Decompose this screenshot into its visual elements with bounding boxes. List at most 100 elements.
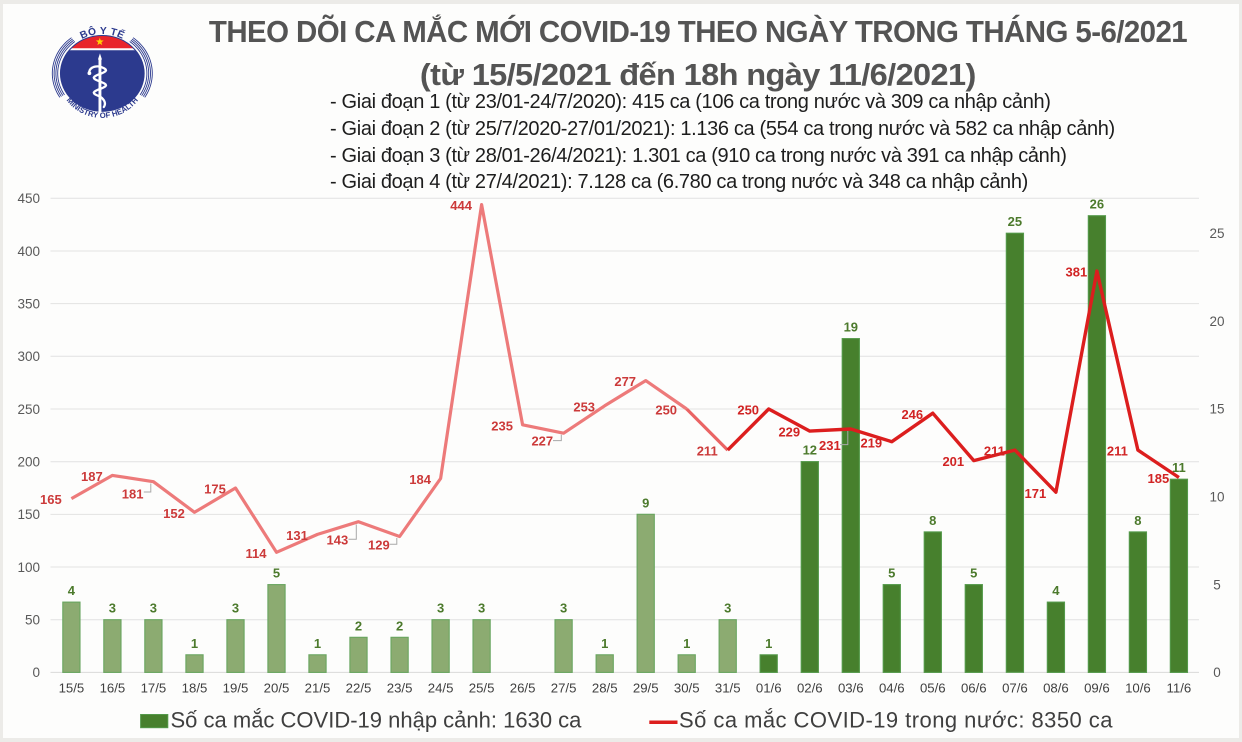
- svg-text:131: 131: [286, 528, 308, 543]
- svg-text:129: 129: [368, 538, 390, 553]
- svg-text:0: 0: [1213, 665, 1221, 680]
- svg-text:1: 1: [191, 636, 198, 651]
- svg-text:150: 150: [17, 507, 40, 522]
- svg-text:3: 3: [109, 601, 116, 616]
- svg-text:04/6: 04/6: [879, 681, 905, 696]
- svg-text:28/5: 28/5: [592, 681, 618, 696]
- svg-text:235: 235: [491, 418, 513, 433]
- svg-text:185: 185: [1148, 471, 1170, 486]
- svg-text:250: 250: [655, 403, 677, 418]
- svg-text:8: 8: [1134, 513, 1141, 528]
- svg-text:152: 152: [163, 506, 185, 521]
- svg-text:219: 219: [860, 435, 882, 450]
- svg-text:Số ca mắc COVID-19 nhập cảnh:: Số ca mắc COVID-19 nhập cảnh: 1630 ca: [171, 708, 583, 733]
- svg-text:211: 211: [697, 444, 718, 459]
- svg-text:15/5: 15/5: [59, 681, 85, 696]
- svg-text:12: 12: [803, 443, 817, 458]
- svg-text:3: 3: [478, 601, 485, 616]
- svg-text:26/5: 26/5: [510, 681, 536, 696]
- svg-text:11: 11: [1172, 460, 1186, 475]
- svg-text:300: 300: [17, 349, 40, 364]
- svg-text:227: 227: [531, 434, 553, 449]
- svg-text:171: 171: [1025, 486, 1047, 501]
- svg-text:2: 2: [396, 618, 403, 633]
- svg-text:184: 184: [409, 472, 431, 487]
- svg-text:450: 450: [17, 191, 40, 206]
- svg-text:3: 3: [437, 601, 444, 616]
- svg-text:1: 1: [314, 636, 321, 651]
- svg-text:201: 201: [942, 454, 964, 469]
- svg-text:20/5: 20/5: [264, 681, 290, 696]
- svg-text:181: 181: [122, 486, 144, 501]
- svg-text:24/5: 24/5: [428, 681, 454, 696]
- svg-text:1: 1: [765, 636, 772, 651]
- svg-text:277: 277: [614, 374, 636, 389]
- svg-text:22/5: 22/5: [346, 681, 372, 696]
- svg-text:143: 143: [327, 533, 349, 548]
- svg-text:200: 200: [17, 455, 40, 470]
- svg-text:5: 5: [970, 566, 977, 581]
- svg-text:114: 114: [246, 546, 268, 561]
- svg-text:3: 3: [150, 601, 157, 616]
- svg-text:25: 25: [1008, 214, 1022, 229]
- svg-text:4: 4: [68, 583, 76, 598]
- svg-text:01/6: 01/6: [756, 681, 782, 696]
- svg-text:1: 1: [683, 636, 690, 651]
- svg-text:21/5: 21/5: [305, 681, 331, 696]
- svg-text:165: 165: [40, 492, 62, 507]
- svg-text:211: 211: [1107, 444, 1128, 459]
- svg-text:5: 5: [273, 566, 280, 581]
- svg-text:20: 20: [1209, 314, 1224, 329]
- svg-text:18/5: 18/5: [182, 681, 208, 696]
- svg-text:8: 8: [929, 513, 936, 528]
- svg-text:23/5: 23/5: [387, 681, 413, 696]
- svg-text:5: 5: [888, 566, 895, 581]
- svg-text:211: 211: [984, 444, 1005, 459]
- svg-text:31/5: 31/5: [715, 681, 741, 696]
- svg-text:30/5: 30/5: [674, 681, 700, 696]
- svg-text:50: 50: [25, 613, 40, 628]
- svg-text:06/6: 06/6: [961, 681, 987, 696]
- svg-text:3: 3: [560, 601, 567, 616]
- svg-text:25/5: 25/5: [469, 681, 495, 696]
- svg-text:350: 350: [17, 296, 40, 311]
- svg-text:250: 250: [737, 403, 759, 418]
- svg-text:381: 381: [1066, 265, 1088, 280]
- svg-text:29/5: 29/5: [633, 681, 659, 696]
- svg-text:07/6: 07/6: [1002, 681, 1028, 696]
- svg-text:Số ca mắc COVID-19 trong nước:: Số ca mắc COVID-19 trong nước: 8350 ca: [679, 708, 1113, 733]
- svg-text:250: 250: [17, 402, 40, 417]
- svg-text:09/6: 09/6: [1084, 681, 1110, 696]
- svg-text:246: 246: [901, 407, 923, 422]
- svg-text:0: 0: [32, 665, 40, 680]
- svg-text:3: 3: [232, 601, 239, 616]
- svg-text:231: 231: [819, 438, 841, 453]
- svg-text:187: 187: [81, 469, 103, 484]
- svg-text:17/5: 17/5: [141, 681, 167, 696]
- svg-text:25: 25: [1209, 226, 1224, 241]
- svg-text:175: 175: [204, 482, 226, 497]
- svg-text:444: 444: [450, 198, 472, 213]
- svg-text:9: 9: [642, 495, 649, 510]
- svg-text:19: 19: [844, 320, 858, 335]
- svg-text:16/5: 16/5: [100, 681, 126, 696]
- svg-text:BỘ Y TẾ: BỘ Y TẾ: [79, 24, 127, 41]
- svg-text:2: 2: [355, 618, 362, 633]
- svg-text:253: 253: [573, 399, 595, 414]
- svg-text:1: 1: [601, 636, 608, 651]
- svg-text:02/6: 02/6: [797, 681, 823, 696]
- svg-text:03/6: 03/6: [838, 681, 864, 696]
- svg-text:19/5: 19/5: [223, 681, 249, 696]
- svg-text:15: 15: [1209, 402, 1224, 417]
- svg-text:10: 10: [1209, 490, 1224, 505]
- svg-text:27/5: 27/5: [551, 681, 577, 696]
- svg-text:5: 5: [1213, 577, 1221, 592]
- svg-text:11/6: 11/6: [1167, 681, 1192, 696]
- svg-text:26: 26: [1090, 197, 1104, 212]
- svg-text:08/6: 08/6: [1043, 681, 1069, 696]
- svg-text:4: 4: [1052, 583, 1060, 598]
- svg-text:400: 400: [17, 244, 40, 259]
- svg-text:05/6: 05/6: [920, 681, 946, 696]
- svg-text:100: 100: [17, 560, 40, 575]
- svg-text:10/6: 10/6: [1125, 681, 1151, 696]
